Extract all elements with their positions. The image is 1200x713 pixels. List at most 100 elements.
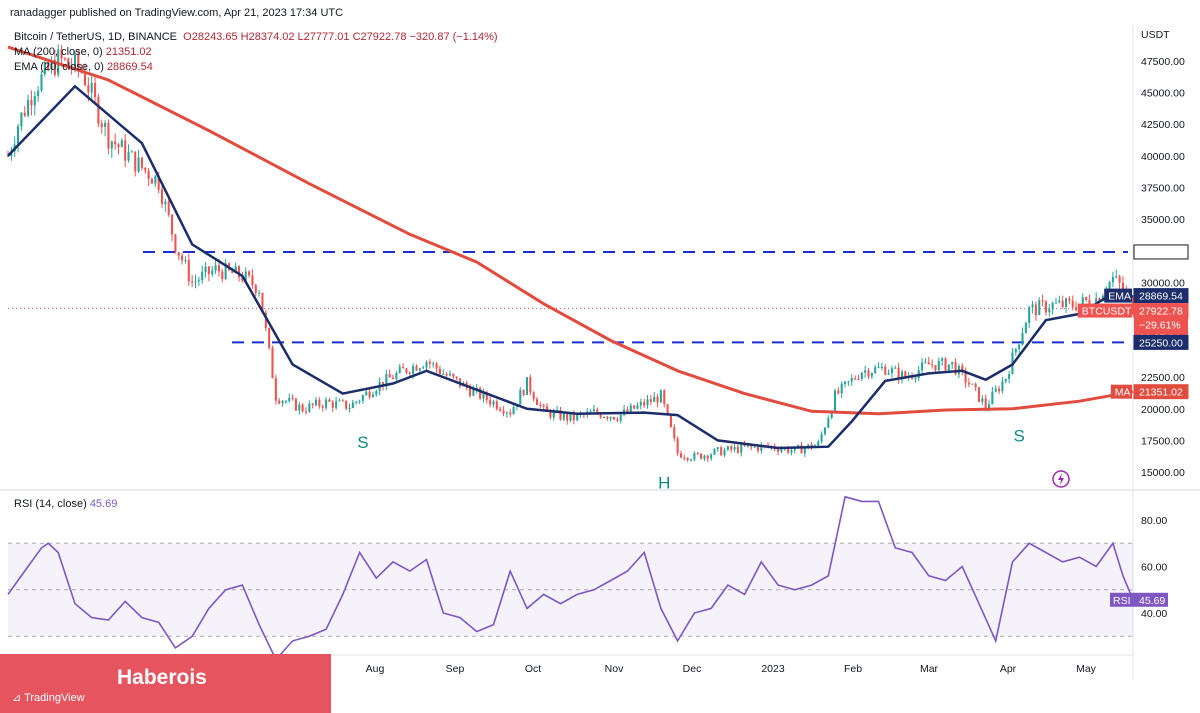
price-badge-text: 32400.00	[1139, 247, 1183, 259]
candle-body	[1064, 298, 1068, 307]
candle-body	[117, 144, 120, 148]
candle-body	[874, 367, 877, 374]
candle-body	[562, 413, 565, 420]
candle-body	[77, 54, 80, 69]
candle-body	[700, 453, 703, 459]
ma-legend[interactable]: MA (200, close, 0) 21351.02	[14, 46, 152, 58]
candle-body	[191, 281, 194, 283]
price-badge-text: 25250.00	[1139, 337, 1183, 349]
candle-body	[482, 392, 485, 399]
candle-body	[325, 399, 328, 408]
candle-body	[53, 60, 56, 75]
candle-body	[37, 90, 40, 97]
candle-body	[341, 400, 344, 402]
candle-body	[1001, 381, 1004, 392]
candle-body	[368, 391, 371, 398]
candle-body	[479, 387, 482, 399]
price-badge	[1133, 384, 1189, 400]
ema-legend-label: EMA (20, close, 0)	[14, 61, 104, 73]
candle-body	[529, 377, 532, 393]
candle-body	[204, 266, 207, 272]
legend-change: −320.87 (−1.14%)	[409, 31, 498, 43]
candle-body	[609, 417, 612, 419]
time-tick-label: Nov	[605, 663, 624, 675]
candle-body	[1088, 300, 1091, 306]
candle-body	[274, 378, 277, 401]
candle-body	[251, 275, 254, 285]
candle-body	[653, 396, 656, 402]
candle-body	[211, 270, 214, 275]
candle-body	[639, 401, 642, 406]
candle-body	[244, 271, 247, 281]
candle-body	[371, 394, 374, 398]
candle-body	[472, 389, 475, 396]
candle-body	[546, 406, 549, 411]
candle-body	[83, 71, 87, 86]
candle-body	[181, 255, 184, 261]
candle-body	[375, 391, 378, 395]
candle-body	[1004, 378, 1007, 382]
candle-body	[656, 396, 659, 403]
time-tick-label: Dec	[683, 663, 702, 675]
candle-body	[998, 388, 1001, 392]
legend-symbol: Bitcoin / TetherUS, 1D, BINANCE	[14, 31, 178, 43]
rsi-legend[interactable]: RSI (14, close) 45.69	[14, 498, 117, 510]
candle-body	[596, 409, 599, 414]
candle-body	[365, 391, 368, 396]
candle-body	[408, 372, 411, 374]
price-badge-label: MA	[1115, 387, 1131, 399]
candle-body	[314, 399, 318, 406]
rsi-label-badge-text: RSI	[1113, 595, 1131, 607]
candle-body	[880, 366, 883, 368]
candle-body	[525, 377, 529, 395]
candle-body	[318, 399, 321, 407]
candle-body	[452, 373, 455, 377]
main-legend: Bitcoin / TetherUS, 1D, BINANCE O28243.6…	[14, 31, 498, 43]
lightning-icon-glyph	[1058, 473, 1064, 485]
candle-body	[817, 441, 820, 446]
price-badge-label: EMA	[1108, 291, 1131, 303]
candle-body	[248, 271, 251, 276]
legend-close: C27922.78	[352, 31, 407, 43]
candle-body	[753, 446, 756, 448]
candle-body	[448, 373, 452, 376]
candle-body	[676, 438, 679, 454]
candle-body	[710, 454, 713, 459]
candle-body	[663, 390, 666, 405]
candle-body	[1054, 302, 1058, 304]
candle-body	[438, 368, 441, 375]
candle-body	[398, 366, 401, 373]
candle-body	[432, 363, 435, 365]
candle-body	[552, 411, 555, 418]
price-badge-label-bg	[1077, 303, 1132, 318]
price-badge-label-bg	[1110, 384, 1132, 399]
candle-body	[328, 399, 331, 402]
candle-body	[214, 265, 217, 271]
ema-legend[interactable]: EMA (20, close, 0) 28869.54	[14, 61, 153, 73]
candle-body	[830, 411, 833, 419]
price-tick-label: 37500.00	[1141, 182, 1185, 194]
candle-body	[800, 445, 803, 454]
candle-body	[934, 365, 937, 371]
candle-body	[633, 405, 636, 409]
candle-body	[1098, 298, 1101, 302]
candle-body	[505, 412, 508, 414]
candle-body	[740, 444, 743, 453]
candle-body	[927, 362, 930, 365]
candle-body	[1108, 282, 1111, 292]
publisher-note: ranadagger published on TradingView.com,…	[10, 7, 344, 19]
candle-body	[114, 141, 117, 145]
tradingview-logo[interactable]: ⊿ TradingView	[12, 691, 85, 704]
candle-body	[94, 83, 97, 98]
price-badge-sub-text: −29.61%	[1139, 320, 1181, 332]
candle-body	[321, 406, 324, 408]
candle-body	[201, 271, 204, 281]
lightning-icon[interactable]	[1052, 470, 1070, 488]
candle-body	[43, 62, 46, 75]
candle-body	[1034, 304, 1037, 315]
candle-body	[33, 96, 36, 106]
rsi-tick-label: 40.00	[1141, 608, 1167, 620]
candle-body	[659, 390, 662, 403]
candle-body	[348, 408, 351, 410]
